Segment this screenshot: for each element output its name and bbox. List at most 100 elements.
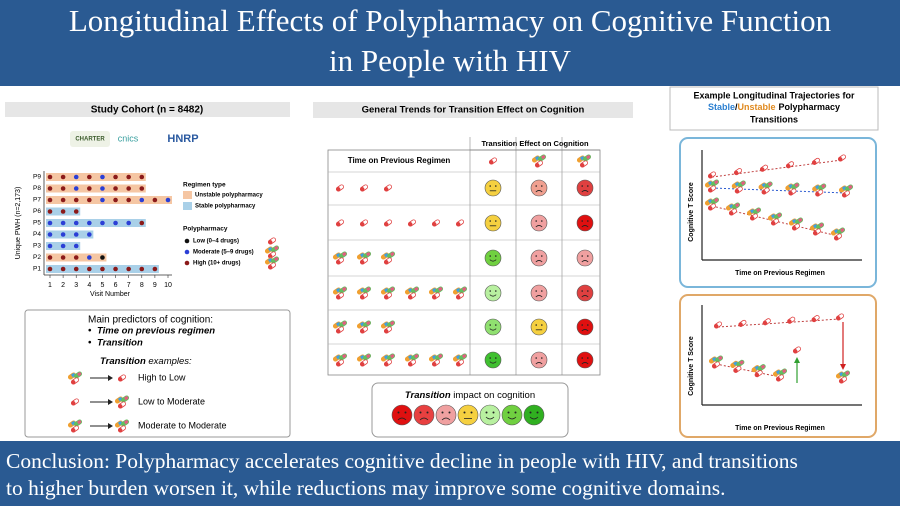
pill-half xyxy=(360,295,365,300)
pill-half xyxy=(71,401,76,406)
visit-dot xyxy=(126,174,131,180)
pill-half xyxy=(709,359,714,364)
visit-dot xyxy=(60,243,66,249)
legend-label: Low (0–4 drugs) xyxy=(193,239,239,245)
examples-heading: Transition examples: xyxy=(100,356,192,367)
eye xyxy=(489,324,492,326)
pill-half xyxy=(815,192,820,197)
bullet: • xyxy=(88,326,92,337)
regimen-bar xyxy=(46,196,172,204)
pill-half xyxy=(787,319,792,324)
trajectories xyxy=(701,150,862,406)
face xyxy=(530,249,548,267)
pill-half xyxy=(74,374,79,379)
legend-dot xyxy=(184,260,190,266)
mouth xyxy=(581,295,589,298)
pill-half xyxy=(811,317,816,322)
pill-half xyxy=(363,289,368,294)
example-label: High to Low xyxy=(138,372,186,382)
arrow-head xyxy=(108,423,113,429)
pill-half xyxy=(538,157,543,162)
eye xyxy=(441,411,444,414)
eye xyxy=(495,185,497,187)
visit-dot xyxy=(139,174,145,180)
logo-text: CHARTER xyxy=(75,137,105,143)
predictor: Time on previous regimen xyxy=(97,326,215,337)
visit-dot xyxy=(60,220,66,226)
logo-text: HNRP xyxy=(167,133,198,145)
mouth xyxy=(489,294,497,297)
visit-dot xyxy=(73,220,79,226)
participant-label: P5 xyxy=(33,220,41,227)
pill-half xyxy=(384,295,389,300)
pill-half xyxy=(432,295,437,300)
eye xyxy=(489,220,492,222)
trend xyxy=(717,318,841,328)
face xyxy=(413,404,435,426)
pill-half xyxy=(384,362,389,367)
pill-half xyxy=(333,255,338,260)
visit-dot xyxy=(126,197,131,203)
eye xyxy=(581,357,583,359)
eye xyxy=(535,220,537,222)
examples-word: Transition xyxy=(100,356,146,367)
pill-half xyxy=(734,170,739,175)
mouth xyxy=(535,225,543,228)
arrow-head xyxy=(794,357,800,363)
eye xyxy=(541,255,543,257)
eye xyxy=(419,411,422,414)
legend-swatch xyxy=(183,191,192,199)
pill-half xyxy=(336,329,341,334)
participant-label: P6 xyxy=(33,208,41,215)
panel-title: General Trends for Transition Effect on … xyxy=(362,105,585,116)
visit-dot xyxy=(139,220,145,226)
pill-half xyxy=(384,260,389,265)
x-tick-label: 8 xyxy=(140,282,144,289)
example-label: Moderate to Moderate xyxy=(138,420,227,430)
eye xyxy=(587,357,589,359)
x-tick-label: 2 xyxy=(61,282,65,289)
header-band xyxy=(0,0,900,86)
pill-half xyxy=(435,356,440,361)
pill-half xyxy=(779,371,784,376)
conclusion-line: to higher burden worsen it, while reduct… xyxy=(6,476,726,500)
eye xyxy=(541,220,543,222)
pill-half xyxy=(456,222,461,227)
face xyxy=(484,249,502,267)
pill-half xyxy=(363,254,368,259)
face xyxy=(523,404,545,426)
mouth xyxy=(535,362,543,365)
pill-half xyxy=(812,160,817,165)
visit-dot xyxy=(87,174,92,180)
pill-half xyxy=(818,186,823,191)
pill-half xyxy=(408,362,413,367)
pill-half xyxy=(271,259,276,264)
pill-half xyxy=(845,187,850,192)
eye xyxy=(536,411,539,414)
eye xyxy=(581,255,583,257)
pill-half xyxy=(339,356,344,361)
pill-half xyxy=(387,323,392,328)
pill-half xyxy=(339,323,344,328)
traj-unstable: Unstable xyxy=(737,102,775,112)
visit-dot xyxy=(100,197,105,203)
visit-dot xyxy=(73,174,79,180)
eye xyxy=(581,324,583,326)
mouth xyxy=(529,416,539,420)
pill-half xyxy=(360,260,365,265)
pill-half xyxy=(357,255,362,260)
eye xyxy=(495,290,497,292)
eye xyxy=(470,411,473,414)
y-axis-title: Cognitive T Score xyxy=(688,336,695,396)
pill-half xyxy=(789,221,794,226)
mouth xyxy=(441,417,451,421)
x-tick-label: 1 xyxy=(48,282,52,289)
impact-scale xyxy=(391,404,545,426)
participant-label: P3 xyxy=(33,243,41,250)
visit-dot xyxy=(126,220,131,226)
eye xyxy=(489,255,492,257)
pill-half xyxy=(760,167,765,172)
impact-word: Transition xyxy=(405,390,451,401)
pill-half xyxy=(74,422,79,427)
participant-label: P9 xyxy=(33,174,41,181)
